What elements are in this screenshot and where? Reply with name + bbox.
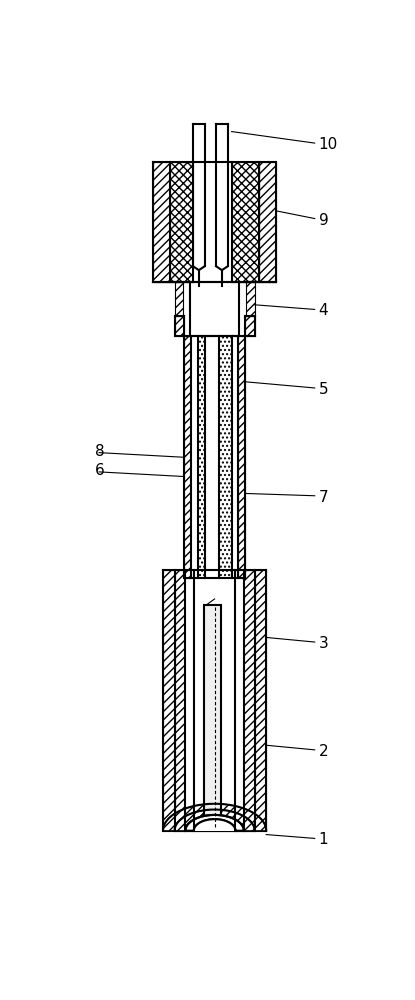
Text: 10: 10 — [319, 137, 338, 152]
Bar — [170, 162, 193, 282]
Bar — [232, 336, 239, 578]
Bar — [259, 162, 276, 282]
Bar — [198, 336, 205, 578]
Text: 5: 5 — [319, 382, 328, 397]
Bar — [194, 267, 204, 269]
Bar — [175, 282, 255, 336]
Bar — [217, 267, 227, 269]
Bar — [216, 124, 228, 266]
Bar — [153, 162, 170, 282]
Bar — [175, 282, 183, 316]
Bar — [191, 336, 198, 578]
Bar — [193, 124, 205, 266]
Bar — [190, 282, 239, 336]
Bar — [186, 570, 244, 831]
Text: 2: 2 — [319, 744, 328, 759]
Bar — [184, 336, 191, 578]
Polygon shape — [175, 810, 255, 831]
Bar — [198, 336, 232, 578]
Bar — [193, 162, 232, 282]
Bar — [239, 336, 245, 578]
Bar — [175, 570, 255, 831]
Bar — [245, 316, 255, 336]
Bar — [204, 605, 221, 828]
Polygon shape — [194, 819, 235, 831]
Text: 4: 4 — [319, 303, 328, 318]
Text: 9: 9 — [319, 213, 328, 228]
Text: 8: 8 — [95, 444, 105, 459]
Text: 7: 7 — [319, 490, 328, 505]
Text: 3: 3 — [319, 636, 328, 651]
Bar — [232, 162, 259, 282]
Bar — [246, 282, 255, 316]
Bar — [163, 570, 266, 831]
Text: 6: 6 — [95, 463, 105, 478]
Bar — [175, 316, 184, 336]
Polygon shape — [163, 804, 266, 831]
Text: 1: 1 — [319, 832, 328, 847]
Polygon shape — [186, 815, 244, 831]
Bar — [219, 336, 232, 578]
